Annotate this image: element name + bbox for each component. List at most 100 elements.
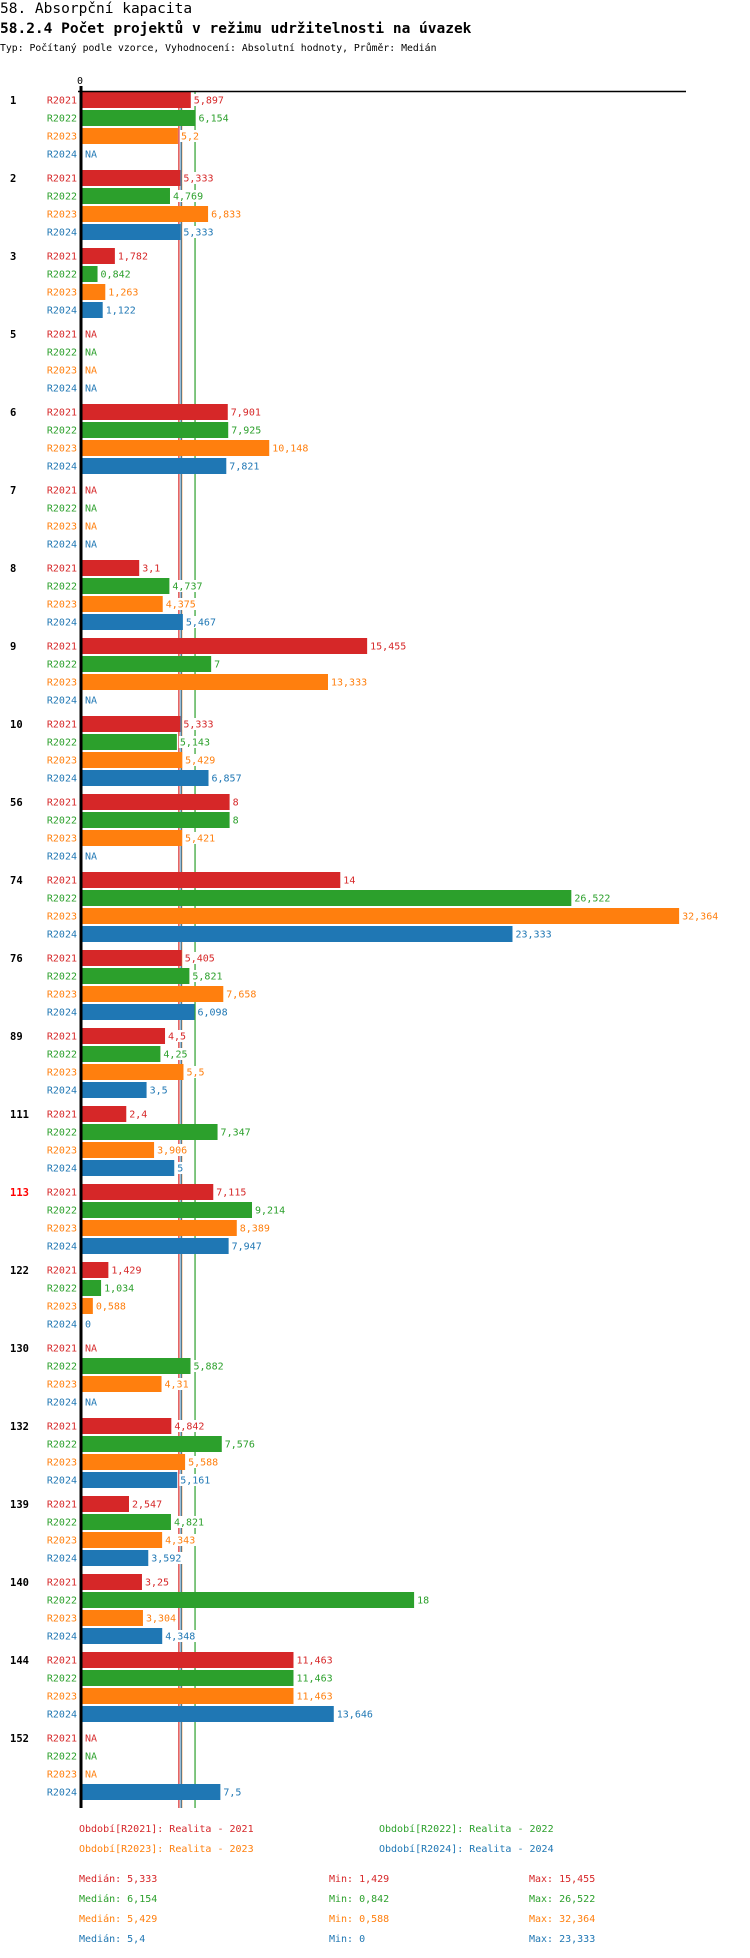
bar xyxy=(82,1142,155,1158)
bar xyxy=(82,794,230,810)
series-label: R2024 xyxy=(47,1008,77,1019)
value-label-bg xyxy=(228,460,261,472)
value-label: 5,429 xyxy=(185,756,215,767)
bar xyxy=(82,1574,142,1590)
value-label-bg xyxy=(222,1786,243,1798)
value-label: 5,161 xyxy=(180,1476,210,1487)
value-label: 5,333 xyxy=(183,720,213,731)
series-label: R2022 xyxy=(47,1440,77,1451)
value-label: 8 xyxy=(233,798,239,809)
bar xyxy=(82,1550,149,1566)
bar xyxy=(82,1124,218,1140)
series-label: R2023 xyxy=(47,912,77,923)
group-label: 130 xyxy=(10,1343,29,1355)
value-label-bg xyxy=(219,1126,252,1138)
series-label: R2021 xyxy=(47,564,77,575)
group-label: 1 xyxy=(10,95,16,107)
value-label: 3,5 xyxy=(150,1086,168,1097)
value-label: 7,658 xyxy=(226,990,256,1001)
series-label: R2021 xyxy=(47,954,77,965)
value-label: 11,463 xyxy=(296,1692,332,1703)
value-label-bg xyxy=(210,208,243,220)
value-label: 4,842 xyxy=(174,1422,204,1433)
value-label: NA xyxy=(85,366,97,377)
value-label: 11,463 xyxy=(296,1656,332,1667)
value-label-bg xyxy=(329,676,369,688)
series-label: R2023 xyxy=(47,1068,77,1079)
bar xyxy=(82,674,328,690)
series-label: R2022 xyxy=(47,114,77,125)
value-label: 5 xyxy=(177,1164,183,1175)
value-label-bg xyxy=(141,562,162,574)
bar xyxy=(82,1592,415,1608)
value-label-bg xyxy=(84,1732,99,1744)
stat-max-r2023: Max: 32,364 xyxy=(529,1914,596,1925)
value-label-bg xyxy=(213,658,222,670)
series-label: R2023 xyxy=(47,1770,77,1781)
value-label: 4,737 xyxy=(172,582,202,593)
value-label-bg xyxy=(94,1300,128,1312)
value-label-bg xyxy=(335,1708,375,1720)
bar xyxy=(82,812,230,828)
legend-item-r2022: Období[R2022]: Realita - 2022 xyxy=(379,1824,554,1835)
bar xyxy=(82,1004,195,1020)
value-label-bg xyxy=(230,1240,263,1252)
value-label-bg xyxy=(182,718,215,730)
stat-min-r2023: Min: 0,588 xyxy=(329,1914,390,1925)
value-label: NA xyxy=(85,348,97,359)
series-label: R2022 xyxy=(47,1362,77,1373)
series-label: R2022 xyxy=(47,738,77,749)
value-label: 0,588 xyxy=(96,1302,126,1313)
value-label-bg xyxy=(84,328,99,340)
bar xyxy=(82,266,98,282)
bar xyxy=(82,302,103,318)
series-label: R2021 xyxy=(47,720,77,731)
stat-max-r2022: Max: 26,522 xyxy=(529,1894,596,1905)
value-label-bg xyxy=(182,172,215,184)
value-label-bg xyxy=(171,580,204,592)
series-label: R2023 xyxy=(47,756,77,767)
group-label: 56 xyxy=(10,797,23,809)
value-label-bg xyxy=(84,1396,99,1408)
series-label: R2021 xyxy=(47,1734,77,1745)
series-label: R2023 xyxy=(47,210,77,221)
value-label-bg xyxy=(215,1186,248,1198)
series-label: R2024 xyxy=(47,618,77,629)
bar xyxy=(82,1688,294,1704)
value-label: NA xyxy=(85,696,97,707)
group-label: 132 xyxy=(10,1421,29,1433)
series-label: R2024 xyxy=(47,1398,77,1409)
bar xyxy=(82,734,177,750)
group-label: 6 xyxy=(10,407,16,419)
value-label-bg xyxy=(191,970,224,982)
value-label: 5,421 xyxy=(185,834,215,845)
series-label: R2022 xyxy=(47,1284,77,1295)
series-label: R2023 xyxy=(47,1536,77,1547)
value-label: NA xyxy=(85,1734,97,1745)
value-label-bg xyxy=(143,1576,171,1588)
value-label: 7,115 xyxy=(216,1188,246,1199)
group-label: 10 xyxy=(10,719,23,731)
series-label: R2024 xyxy=(47,228,77,239)
bar xyxy=(82,458,227,474)
bar xyxy=(82,1202,252,1218)
bar xyxy=(82,890,572,906)
value-label-bg xyxy=(182,226,215,238)
value-label: 5,333 xyxy=(183,228,213,239)
value-label: 4,25 xyxy=(163,1050,187,1061)
labels: 1 R2021 5,897 R2022 6,154 R2023 5,2 R2024 NA 2 R20… xyxy=(10,94,720,1799)
series-label: R2021 xyxy=(47,174,77,185)
series-label: R2024 xyxy=(47,1476,77,1487)
bar xyxy=(82,1220,237,1236)
value-label: NA xyxy=(85,1344,97,1355)
series-label: R2024 xyxy=(47,1632,77,1643)
value-label: 10,148 xyxy=(272,444,308,455)
group-label: 74 xyxy=(10,875,23,887)
value-label-bg xyxy=(84,364,99,376)
value-label-bg xyxy=(84,1318,93,1330)
series-label: R2023 xyxy=(47,834,77,845)
series-label: R2021 xyxy=(47,1110,77,1121)
value-label-bg xyxy=(225,988,258,1000)
series-label: R2024 xyxy=(47,540,77,551)
value-label: 7,901 xyxy=(231,408,261,419)
